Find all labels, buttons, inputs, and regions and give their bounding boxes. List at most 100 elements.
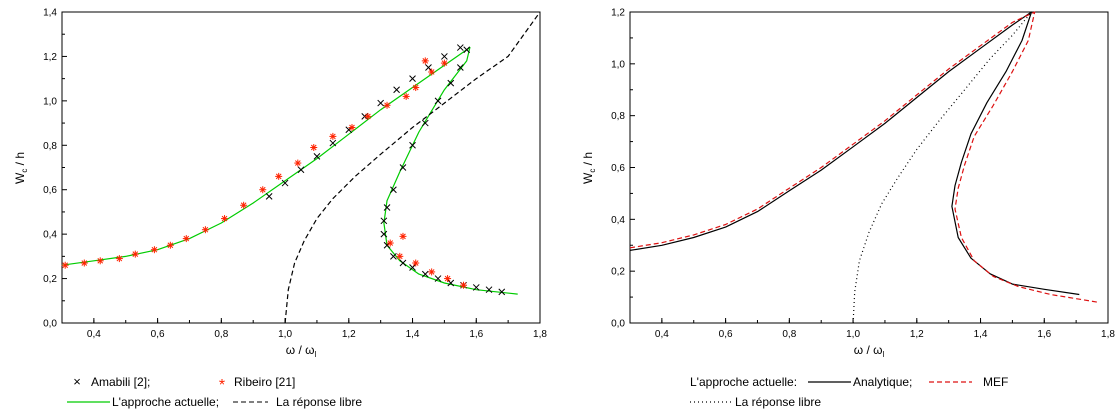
series-amabili-2-point xyxy=(485,286,493,294)
legend-item-reponse-libre: La réponse libre xyxy=(690,395,821,409)
series-amabili-2-point xyxy=(409,264,416,271)
series-ribeiro-21-point xyxy=(294,159,302,167)
series-la-r-ponse-libre-line xyxy=(852,11,1032,324)
series-ribeiro-21-point xyxy=(402,92,410,100)
y-tick-label: 1,2 xyxy=(43,52,57,63)
series-amabili-2-point xyxy=(456,44,464,51)
x-tick-label: 1,6 xyxy=(469,329,483,340)
series-ribeiro-21-point xyxy=(131,250,139,258)
left-legend: × Amabili [2]; * Ribeiro [21] L'approche… xyxy=(67,374,362,409)
legend-item-mef: MEF xyxy=(929,375,1008,389)
series-amabili-2-point xyxy=(434,275,442,282)
legend-item-approche: L'approche actuelle; xyxy=(67,395,219,409)
series-ribeiro-21-point xyxy=(329,132,337,140)
series-amabili-2-point xyxy=(421,270,429,278)
legend-item-analytique: Analytique; xyxy=(808,375,912,389)
series-la-r-ponse-libre-line xyxy=(284,11,541,324)
legend-item-ribeiro: * Ribeiro [21] xyxy=(219,375,295,394)
series-amabili-2-point xyxy=(472,284,480,291)
left-series xyxy=(61,11,541,324)
y-tick-label: 0,2 xyxy=(43,274,57,285)
series-ribeiro-21-point xyxy=(96,257,104,265)
right-chart: 0,4 0,6 0,8 1,0 1,2 1,4 1,6 1,8 0,0 0,2 0,4 0,6 0,8… xyxy=(581,8,1115,410)
left-y-axis-title: Wc / h xyxy=(13,152,29,184)
y-tick-label: 0,8 xyxy=(611,111,625,122)
series-amabili-2-point xyxy=(447,279,455,287)
y-tick-label: 0,2 xyxy=(611,267,625,278)
series-amabili-2-point xyxy=(399,259,407,267)
x-tick-label: 1,0 xyxy=(278,329,292,340)
right-chart-frame xyxy=(629,11,1109,324)
x-tick-label: 1,8 xyxy=(533,329,547,340)
series-amabili-2-point xyxy=(425,64,432,71)
left-x-axis-title: ω / ωl xyxy=(286,343,317,359)
series-ribeiro-21-point xyxy=(259,186,267,194)
y-tick-label: 0,6 xyxy=(611,163,625,174)
legend-label-reponse-libre-right: La réponse libre xyxy=(735,395,821,409)
series-ribeiro-21-point xyxy=(386,239,394,247)
right-y-axis-title: Wc / h xyxy=(581,152,597,184)
x-tick-label: 0,6 xyxy=(151,329,165,340)
x-tick-label: 1,2 xyxy=(342,329,356,340)
y-tick-label: 1,4 xyxy=(43,8,57,19)
left-x-ticks: 0,4 0,6 0,8 1,0 1,2 1,4 1,6 1,8 xyxy=(61,318,547,340)
series-amabili-2-point xyxy=(377,99,385,107)
series-amabili-2-point xyxy=(421,119,429,127)
legend-marker-asterisk: * xyxy=(219,377,225,394)
x-tick-label: 0,4 xyxy=(655,329,669,340)
legend-prefix-approche: L'approche actuelle: xyxy=(690,375,797,389)
x-tick-label: 0,8 xyxy=(782,329,796,340)
y-tick-label: 1,2 xyxy=(611,8,625,19)
series-amabili-2-point xyxy=(383,204,391,211)
series-amabili-2-point xyxy=(409,141,416,149)
series-ribeiro-21-point xyxy=(383,101,391,109)
series-ribeiro-21-point xyxy=(348,124,356,132)
x-tick-label: 1,4 xyxy=(974,329,988,340)
y-tick-label: 0,8 xyxy=(43,141,57,152)
series-analytique-line xyxy=(629,11,1080,296)
y-tick-label: 0,0 xyxy=(611,319,625,330)
series-amabili-2-point xyxy=(380,217,388,225)
right-y-ticks: 0,0 0,2 0,4 0,6 0,8 1,0 1,2 xyxy=(611,8,635,330)
series-amabili-2-point xyxy=(447,79,455,87)
right-series xyxy=(629,11,1099,324)
legend-label-approche: L'approche actuelle; xyxy=(112,395,219,409)
series-amabili-2-point xyxy=(380,230,388,238)
x-tick-label: 1,4 xyxy=(406,329,420,340)
left-chart: 0,4 0,6 0,8 1,0 1,2 1,4 1,6 1,8 0,0 0,2 0,4 0,6 0,8… xyxy=(13,8,547,410)
series-ribeiro-21-point xyxy=(440,59,448,67)
y-tick-label: 0,6 xyxy=(43,185,57,196)
x-tick-label: 1,2 xyxy=(910,329,924,340)
right-legend: L'approche actuelle: Analytique; MEF La … xyxy=(690,375,1008,409)
series-ribeiro-21-point xyxy=(364,112,372,120)
series-ribeiro-21-point xyxy=(412,259,420,267)
legend-item-reponse-libre: La réponse libre xyxy=(233,395,362,409)
series-amabili-2-point xyxy=(265,193,273,200)
series-amabili-2-point xyxy=(399,164,407,171)
y-tick-label: 1,0 xyxy=(43,96,57,107)
series-ribeiro-21-point xyxy=(201,226,209,234)
x-tick-label: 1,0 xyxy=(846,329,860,340)
series-ribeiro-21-point xyxy=(460,281,468,289)
series-ribeiro-21-point xyxy=(421,57,429,65)
left-chart-frame xyxy=(61,11,541,324)
series-ribeiro-21-point xyxy=(61,261,69,269)
y-tick-label: 0,4 xyxy=(43,230,57,241)
y-tick-label: 1,0 xyxy=(611,59,625,70)
series-ribeiro-21-point xyxy=(115,255,123,263)
y-tick-label: 0,0 xyxy=(43,319,57,330)
legend-marker-x: × xyxy=(73,374,81,389)
series-amabili-2-point xyxy=(456,64,464,71)
x-tick-label: 1,6 xyxy=(1037,329,1051,340)
series-ribeiro-21-point xyxy=(80,259,88,267)
legend-label-analytique: Analytique; xyxy=(853,375,912,389)
series-amabili-2-point xyxy=(498,288,506,296)
series-mef-line xyxy=(629,11,1099,303)
x-tick-label: 0,4 xyxy=(87,329,101,340)
legend-label-ribeiro: Ribeiro [21] xyxy=(234,375,295,389)
right-x-axis-title: ω / ωl xyxy=(854,343,885,359)
series-amabili-2-point xyxy=(463,46,471,54)
series-amabili-2-point xyxy=(390,186,397,194)
legend-label-amabili: Amabili [2]; xyxy=(91,375,150,389)
